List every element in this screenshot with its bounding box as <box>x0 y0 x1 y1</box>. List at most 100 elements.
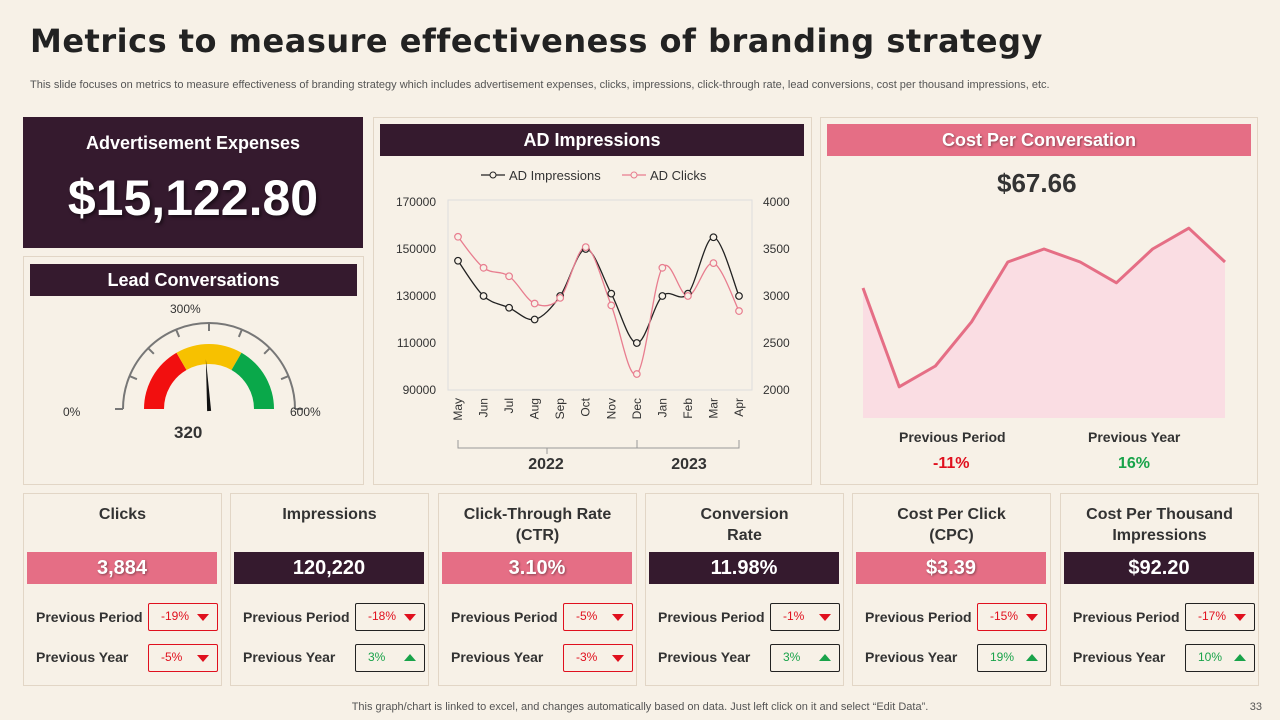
x-tick-label: Nov <box>604 398 618 419</box>
ad-expenses-label: Advertisement Expenses <box>85 133 301 153</box>
x-tick-label: Jan <box>655 398 669 417</box>
metric-prev-period-badge: -5% <box>563 603 633 631</box>
gauge-tick <box>280 375 289 381</box>
y-right-tick-label: 2500 <box>763 336 790 350</box>
gauge-tick <box>237 329 243 338</box>
cost-per-conversation-value: $67.66 <box>997 168 1077 198</box>
cost-prev-period-label: Previous Period <box>899 429 1006 445</box>
y-left-tick-label: 150000 <box>396 242 436 256</box>
point-ad-impressions <box>735 292 743 300</box>
cost-per-conversation-title: Cost Per Conversation <box>827 124 1251 156</box>
arrow-up-icon <box>1026 654 1038 661</box>
point-ad-clicks <box>505 272 513 281</box>
metric-card: Conversion Rate 11.98% Previous Period -… <box>645 493 844 686</box>
metric-prev-period-badge: -15% <box>977 603 1047 631</box>
arrow-down-icon <box>612 614 624 621</box>
metric-prev-year-value: 3% <box>783 650 801 664</box>
gauge-min-label: 0% <box>63 405 81 419</box>
arrow-down-icon <box>404 614 416 621</box>
metric-prev-period-label: Previous Period <box>451 609 558 625</box>
gauge-tick <box>147 347 155 355</box>
cost-area-line <box>861 226 1227 389</box>
series-line-ad-clicks <box>457 236 740 375</box>
point-ad-clicks <box>607 301 616 310</box>
metric-prev-year-value: -3% <box>576 650 598 664</box>
metric-prev-year-value: 3% <box>368 650 386 664</box>
metric-prev-period-label: Previous Period <box>243 609 350 625</box>
point-ad-clicks <box>735 307 743 315</box>
series-points <box>454 232 743 378</box>
arrow-down-icon <box>1234 614 1246 621</box>
metric-title: Cost Per Thousand Impressions <box>1086 506 1233 544</box>
gauge-tick <box>175 329 181 338</box>
page-title: Metrics to measure effectiveness of bran… <box>30 22 1043 60</box>
metric-prev-year-badge: 3% <box>355 644 425 672</box>
point-ad-impressions <box>505 303 513 312</box>
metric-value: $3.39 <box>856 552 1046 584</box>
page-subtitle: This slide focuses on metrics to measure… <box>30 79 1050 91</box>
metric-prev-year-value: 10% <box>1198 650 1223 664</box>
gauge-tick <box>263 347 271 355</box>
lead-conversations-title: Lead Conversations <box>30 264 357 296</box>
legend-clicks-label: AD Clicks <box>650 168 707 183</box>
arrow-up-icon <box>404 654 416 661</box>
page-number: 33 <box>1249 701 1262 713</box>
metric-card: Click-Through Rate (CTR) 3.10% Previous … <box>438 493 637 686</box>
ad-impressions-panel: AD Impressions AD Impressions AD Clicks … <box>373 117 812 485</box>
point-ad-clicks <box>632 370 641 378</box>
legend-impressions-label: AD Impressions <box>509 168 601 183</box>
point-ad-clicks <box>479 263 488 272</box>
y-left-tick-label: 110000 <box>397 336 436 350</box>
metric-prev-period-label: Previous Period <box>865 609 972 625</box>
y-left-tick-label: 130000 <box>396 289 436 303</box>
metric-prev-period-value: -18% <box>368 609 397 623</box>
metric-card: Clicks 3,884 Previous Period -19% Previo… <box>23 493 222 686</box>
gauge-tick <box>129 375 138 381</box>
metric-card: Cost Per Thousand Impressions $92.20 Pre… <box>1060 493 1259 686</box>
gauge-red-segment <box>144 352 187 409</box>
arrow-up-icon <box>819 654 831 661</box>
cost-prev-year-label: Previous Year <box>1088 429 1181 445</box>
cost-area-fill <box>863 228 1225 418</box>
point-ad-clicks <box>658 263 667 272</box>
ad-impressions-chart: AD Impressions AD Clicks 90000 110000 1300… <box>396 168 790 473</box>
y-right-tick-label: 3000 <box>763 289 790 303</box>
metric-prev-year-badge: -3% <box>563 644 633 672</box>
y-left-tick-label: 170000 <box>396 195 436 209</box>
group-bracket-2023 <box>636 440 740 449</box>
x-tick-label: Oct <box>579 397 593 416</box>
lead-conversations-panel: Lead Conversations 300% 0% 600% 320 <box>23 256 364 485</box>
metric-value: 3,884 <box>27 552 217 584</box>
metric-prev-year-label: Previous Year <box>243 649 336 665</box>
point-ad-impressions <box>607 289 616 298</box>
arrow-up-icon <box>1234 654 1246 661</box>
point-ad-clicks <box>454 232 462 241</box>
cost-prev-period-value: -11% <box>933 455 970 472</box>
metric-prev-year-label: Previous Year <box>451 649 544 665</box>
metric-title: Click-Through Rate (CTR) <box>463 506 612 544</box>
gauge-green-segment <box>231 352 274 409</box>
metric-prev-year-badge: -5% <box>148 644 218 672</box>
x-tick-label: Jun <box>477 398 491 417</box>
point-ad-impressions <box>454 256 462 265</box>
point-ad-clicks <box>556 293 565 302</box>
point-ad-clicks <box>684 292 692 300</box>
metric-prev-period-value: -1% <box>783 609 805 623</box>
metric-prev-period-badge: -17% <box>1185 603 1255 631</box>
y-axis-left: 90000 110000 130000 150000 170000 <box>396 195 436 397</box>
metric-prev-year-badge: 19% <box>977 644 1047 672</box>
point-ad-impressions <box>632 339 641 347</box>
ad-impressions-title: AD Impressions <box>380 124 804 156</box>
gauge-mid-label: 300% <box>170 302 201 316</box>
point-ad-impressions <box>709 233 718 242</box>
plot-area <box>447 199 753 391</box>
group-bracket-2022 <box>457 440 638 449</box>
metric-prev-year-badge: 3% <box>770 644 840 672</box>
arrow-down-icon <box>612 655 624 662</box>
point-ad-impressions <box>530 315 539 324</box>
metric-prev-year-value: 19% <box>990 650 1015 664</box>
x-tick-label: Dec <box>630 398 644 419</box>
gauge-chart <box>115 322 303 412</box>
cost-per-conversation-panel: Cost Per Conversation $67.66 Previous Pe… <box>820 117 1258 485</box>
arrow-down-icon <box>197 655 209 662</box>
